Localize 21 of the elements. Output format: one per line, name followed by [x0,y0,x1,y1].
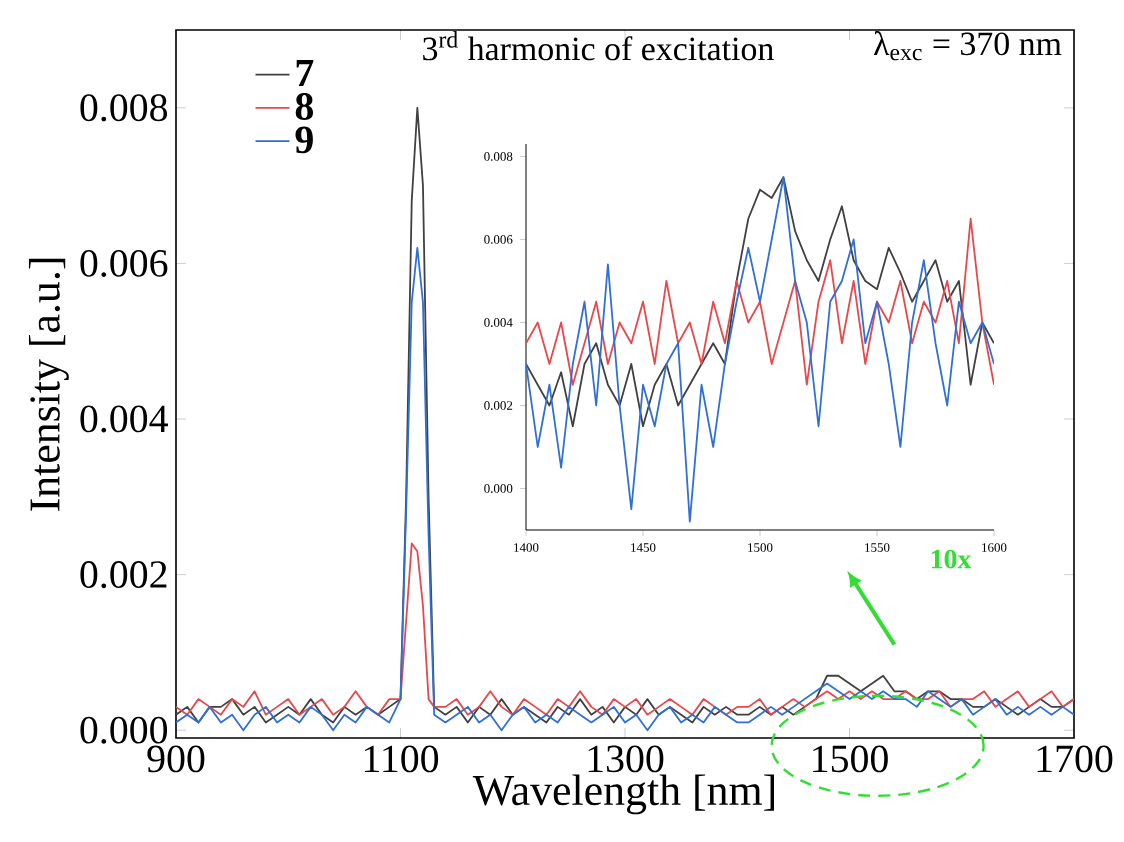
annotation: λ$_{exc}$ = 370 nm [873,31,1062,61]
line-series [526,176,995,428]
y-tick-label: 0.002 [80,561,167,589]
x-axis-title: Wavelength [nm] [472,774,774,815]
y-tick-label: 0.006 [80,249,168,277]
annotation: 10x [931,549,972,569]
y-tick-label: 0.000 [80,716,168,744]
x-tick-label: 900 [147,745,205,773]
x-tick-label: 1700 [1037,745,1113,773]
y-tick-label: 0.008 [80,94,168,122]
line-series [526,217,995,386]
x-tick-label: 1500 [813,745,888,773]
legend-label: 8 [295,93,314,120]
x-tick-label: 1300 [588,745,664,773]
y-axis-title: Intensity [a.u.] [28,258,69,511]
line-series [526,176,995,523]
legend-label: 9 [295,126,313,154]
annotation: 3$^{rd}$ harmonic of excitation [423,31,774,61]
x-tick-label: 1100 [364,745,439,773]
legend-label: 7 [296,60,314,87]
y-tick-label: 0.004 [80,405,168,433]
